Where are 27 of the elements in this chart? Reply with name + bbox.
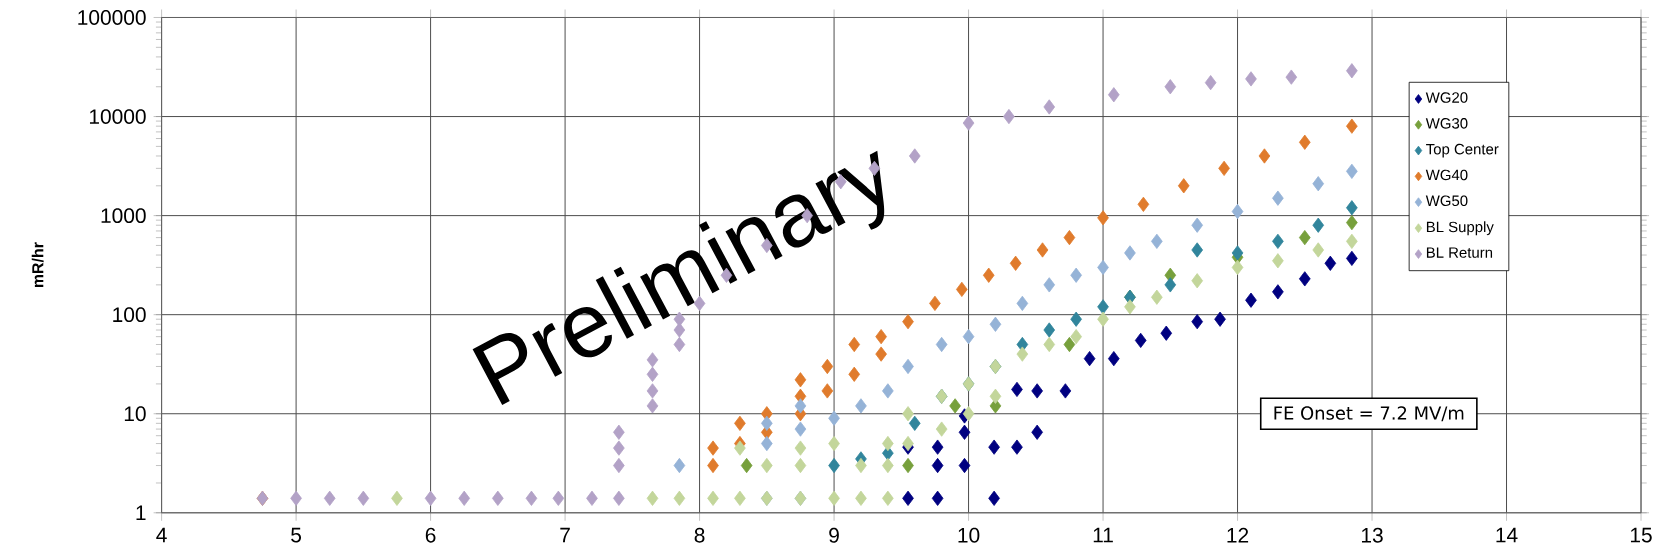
x-tick-label: 13: [1361, 527, 1383, 543]
y-axis-title: mR/hr: [31, 242, 44, 288]
x-tick-label: 14: [1496, 527, 1518, 543]
x-tick-label: 12: [1227, 527, 1249, 543]
x-tick-label: 15: [1630, 527, 1652, 543]
legend-label: WG30: [1425, 118, 1468, 129]
x-tick-label: 7: [560, 527, 570, 543]
x-tick-label: 10: [958, 527, 980, 543]
x-tick-label: 8: [694, 527, 705, 543]
x-tick-label: 6: [425, 527, 436, 543]
annotation: FE Onset = 7.2 MV/m: [1274, 406, 1464, 422]
y-tick-label: 1000: [101, 208, 146, 224]
legend-label: WG50: [1425, 195, 1468, 207]
legend-label: WG20: [1425, 92, 1468, 103]
y-tick-label: 100: [113, 307, 146, 323]
x-tick-label: 5: [291, 527, 302, 543]
y-tick-label: 10000: [89, 109, 146, 124]
legend-label: Top Center: [1426, 143, 1499, 158]
x-tick-label: 4: [156, 527, 167, 543]
y-tick-label: 1: [136, 505, 146, 520]
legend-label: WG40: [1425, 169, 1468, 181]
x-tick-label: 9: [829, 527, 839, 543]
y-tick-label: 10: [124, 406, 146, 422]
y-tick-label: 100000: [78, 10, 146, 25]
x-tick-label: 11: [1093, 527, 1113, 543]
legend-label: BL Return: [1426, 247, 1493, 258]
legend-label: BL Supply: [1426, 221, 1494, 236]
